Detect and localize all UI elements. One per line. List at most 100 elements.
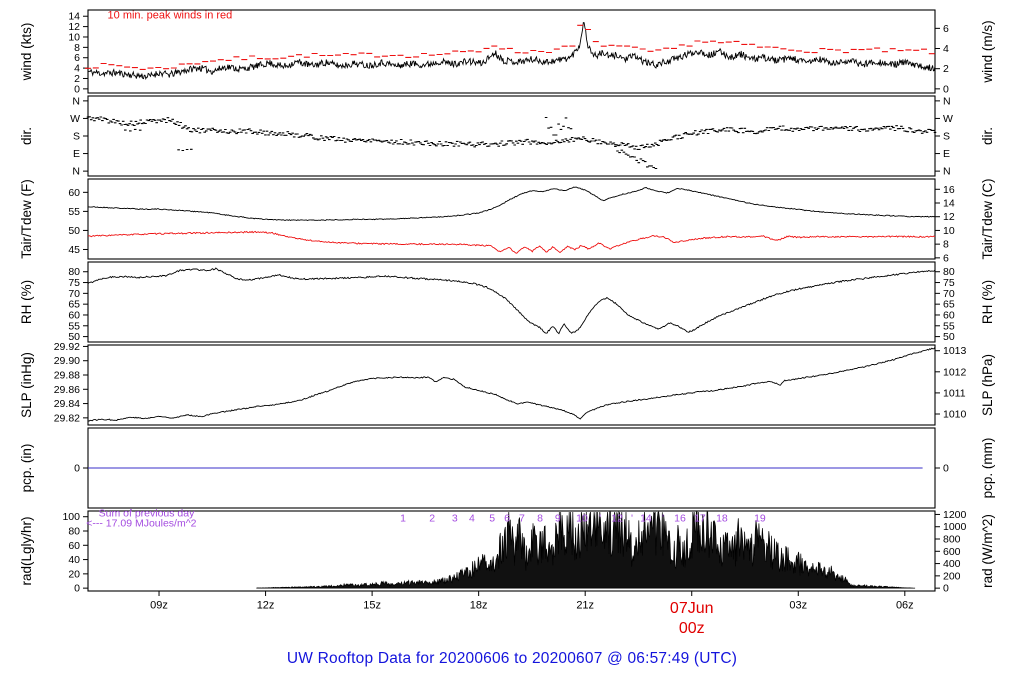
y-tick-label: 100 [62,511,80,523]
series-dir-scatter-d [614,145,658,170]
left-axis-label-dir: dir. [19,127,34,145]
y-tick-label: 0 [74,583,80,595]
y-tick-label: 65 [68,299,80,311]
y-tick-right-label: 1013 [943,345,967,357]
y-tick-label: 45 [68,244,80,256]
y-tick-right-label: 2 [943,63,949,75]
right-axis-label-rad: rad (W/m^2) [980,514,995,588]
y-tick-right-label: 65 [943,299,955,311]
y-tick-right-label: 400 [943,558,961,570]
y-tick-label: 29.82 [54,412,80,424]
radiation-sum-label: 4 [469,512,475,524]
y-tick-right-label: 6 [943,23,949,35]
y-tick-label: 0 [74,463,80,475]
y-tick-label: S [73,131,80,143]
radiation-sum-label: 12 [611,512,623,524]
annotation: <--- 17.09 MJoules/m^2 [86,517,196,529]
radiation-sum-label: 7 [519,512,525,524]
right-axis-label-dir: dir. [980,127,995,145]
y-tick-right-label: 200 [943,570,961,582]
radiation-sum-label: 16 [674,512,686,524]
right-axis-label-temp: Tair/Tdew (C) [980,178,995,259]
left-axis-label-temp: Tair/Tdew (F) [19,179,34,259]
series-dir-scatter-a [177,148,193,152]
y-tick-label: N [72,166,80,178]
y-tick-label: W [70,113,80,125]
y-tick-label: 4 [74,63,80,75]
radiation-sum-label: 9 [555,512,561,524]
radiation-sum-label: ' [662,512,664,524]
y-tick-label: 14 [68,11,80,23]
y-tick-right-label: 70 [943,288,955,300]
left-axis-label-pcp: pcp. (in) [19,444,34,493]
series-solar-radiation [256,511,916,589]
x-tick-label: 15z [363,600,381,612]
y-tick-label: 75 [68,277,80,289]
y-tick-label: 10 [68,31,80,43]
y-tick-right-label: 80 [943,266,955,278]
series-tair-f [88,186,936,222]
x-tick-label: 06z [896,600,914,612]
radiation-sum-label: 6 [504,512,510,524]
y-tick-right-label: 1012 [943,366,967,378]
series-relative-humidity [87,267,936,335]
right-axis-label-slp: SLP (hPa) [980,354,995,416]
right-axis-label-rh: RH (%) [980,280,995,324]
y-tick-right-label: 0 [943,583,949,595]
y-tick-label: 12 [68,21,80,33]
y-tick-right-label: 16 [943,184,955,196]
y-tick-label: 40 [68,554,80,566]
y-tick-label: 20 [68,568,80,580]
y-tick-right-label: W [943,113,953,125]
y-tick-label: 29.84 [54,398,80,410]
series-wind-direction [86,116,937,150]
y-tick-label: 60 [68,187,80,199]
radiation-sum-label: 3 [452,512,458,524]
panel-border-wind [87,9,936,94]
y-tick-label: 6 [74,52,80,64]
y-tick-label: 29.92 [54,341,80,353]
y-tick-label: N [72,95,80,107]
x-tick-label: 18z [470,600,488,612]
x-tick-label: 21z [576,600,594,612]
series-peak-wind-kts [85,24,935,70]
y-tick-right-label: 14 [943,198,955,210]
y-tick-label: 29.88 [54,370,80,382]
y-tick-right-label: 4 [943,43,949,55]
series-sea-level-pressure [87,347,936,422]
y-tick-right-label: 8 [943,239,949,251]
x-tick-label: 12z [257,600,275,612]
y-tick-label: 50 [68,331,80,343]
y-tick-label: 60 [68,309,80,321]
date-label-hour: 00z [679,620,705,637]
y-tick-label: 80 [68,526,80,538]
radiation-sum-label: 10 [576,512,588,524]
series-dir-scatter-b [124,128,142,132]
y-tick-right-label: 1011 [943,387,966,399]
annotation: Sum of previous day [99,508,195,520]
radiation-sum-label: 19 [754,512,766,524]
panel-border-slp [87,344,936,426]
panel-border-rh [87,261,936,343]
x-tick-label: 09z [150,600,168,612]
y-tick-right-label: N [943,95,951,107]
y-tick-right-label: 6 [943,252,949,264]
y-tick-right-label: 55 [943,320,955,332]
y-tick-label: 29.90 [54,355,80,367]
y-tick-label: 29.86 [54,384,80,396]
right-axis-label-pcp: pcp. (mm) [980,438,995,499]
y-tick-right-label: 0 [943,83,949,95]
x-tick-label: 03z [789,600,807,612]
y-tick-label: 55 [68,320,80,332]
panel-border-dir [87,95,936,177]
panel-rad: 020406080100020040060080010001200rad(Lgl… [19,508,995,595]
y-tick-label: 2 [74,73,80,85]
y-tick-right-label: 1200 [943,509,967,521]
y-tick-right-label: E [943,148,950,160]
series-wind-speed-kts [87,22,936,80]
panel-border-temp [87,178,936,260]
